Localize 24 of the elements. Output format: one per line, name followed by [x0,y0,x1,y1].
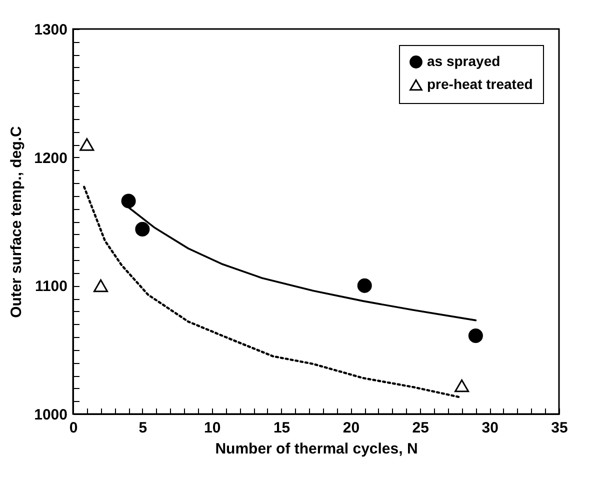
point [454,379,470,392]
x-tick-label: 10 [204,420,221,436]
y-tick-label: 1200 [34,150,68,167]
legend-label: as sprayed [427,53,500,69]
y-tick-label: 1300 [34,22,68,38]
x-tick-label: 15 [273,420,290,436]
point [121,194,136,208]
line-series [83,186,462,398]
x-tick-label: 25 [412,420,429,436]
point [94,279,108,292]
x-axis-title: Number of thermal cycles, N [215,440,418,458]
point [80,138,94,151]
x-tick-label: 0 [69,420,78,436]
y-tick-label: 1000 [34,406,68,424]
x-tick-label: 20 [342,420,360,436]
x-tick-label: 30 [482,420,498,436]
point [135,222,150,236]
point [357,278,372,293]
legend-label: pre-heat treated [427,76,533,92]
x-tick-label: 35 [551,420,568,436]
x-tick-label: 5 [138,420,148,436]
y-axis-title: Outer surface temp., deg.C [8,126,26,318]
point [468,328,483,343]
y-tick-label: 1100 [34,278,68,296]
